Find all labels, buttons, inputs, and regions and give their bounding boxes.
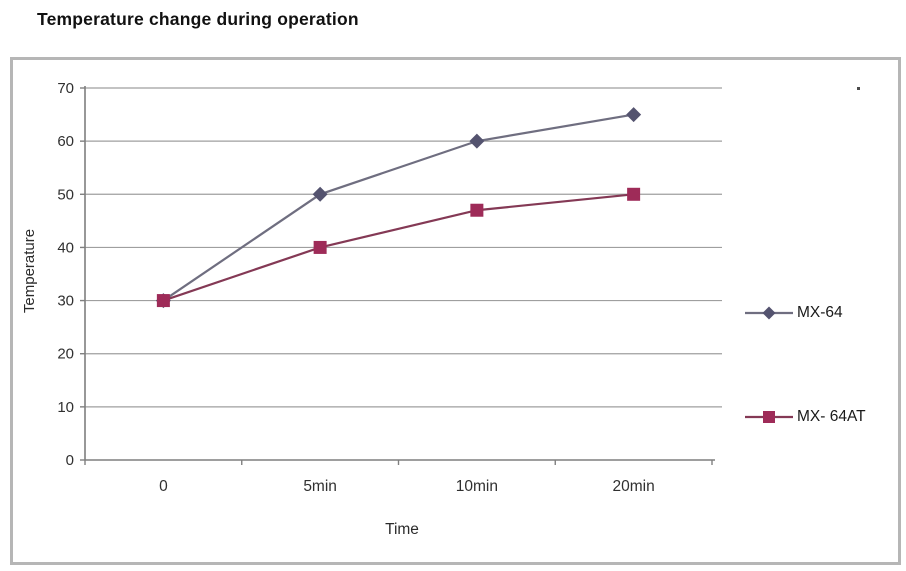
speck-artifact <box>857 87 860 90</box>
svg-text:40: 40 <box>57 239 74 256</box>
chart-frame: 0 10 20 30 40 50 60 70 0 5min 10min 20min Temperatu… <box>10 57 901 565</box>
svg-text:20min: 20min <box>613 478 655 495</box>
y-axis-title: Temperature <box>21 228 38 314</box>
svg-text:0: 0 <box>159 478 168 495</box>
svg-text:70: 70 <box>57 80 74 97</box>
svg-text:5min: 5min <box>303 478 337 495</box>
legend-item-mx-64: MX-64 <box>744 304 843 322</box>
chart-title: Temperature change during operation <box>37 9 359 29</box>
mx-64at-line-square-marker-icon <box>745 411 793 423</box>
x-axis-title: Time <box>385 521 419 538</box>
svg-text:10min: 10min <box>456 478 498 495</box>
legend-item-mx-64at: MX- 64AT <box>744 408 866 426</box>
svg-text:30: 30 <box>57 293 74 310</box>
legend-label-mx-64: MX-64 <box>797 304 843 321</box>
svg-text:20: 20 <box>57 346 74 363</box>
chart-plot-canvas: 0 10 20 30 40 50 60 70 0 5min 10min 20min <box>57 80 722 495</box>
svg-text:0: 0 <box>66 452 74 469</box>
svg-text:10: 10 <box>57 399 74 416</box>
legend-label-mx-64at: MX- 64AT <box>797 408 866 425</box>
mx-64-line-diamond-marker-icon <box>745 306 793 320</box>
svg-text:60: 60 <box>57 133 74 150</box>
svg-text:50: 50 <box>57 186 74 203</box>
